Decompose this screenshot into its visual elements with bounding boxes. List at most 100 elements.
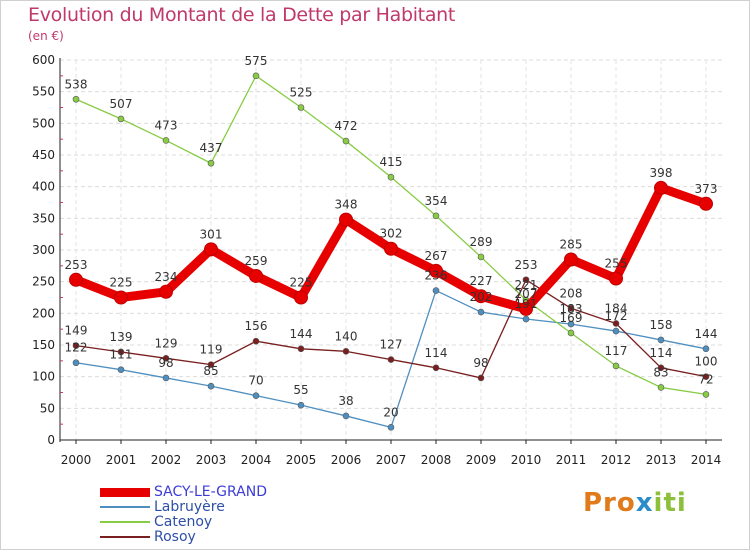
legend-swatch xyxy=(100,506,150,508)
chart-title: Evolution du Montant de la Dette par Hab… xyxy=(28,4,456,26)
data-point xyxy=(432,212,440,220)
data-point xyxy=(207,159,215,167)
data-point xyxy=(162,137,170,144)
data-label: 302 xyxy=(380,227,403,241)
legend-swatch xyxy=(100,521,150,523)
legend-label: SACY-LE-GRAND xyxy=(154,484,267,500)
x-tick-label: 2001 xyxy=(106,453,137,467)
data-point xyxy=(702,345,710,353)
legend-item: Rosoy xyxy=(100,529,360,545)
data-point xyxy=(612,327,620,335)
data-label: 139 xyxy=(110,330,133,344)
data-label: 507 xyxy=(110,97,133,111)
data-label: 114 xyxy=(425,346,448,360)
data-point xyxy=(249,268,263,283)
x-tick-label: 2005 xyxy=(286,453,317,467)
data-label: 72 xyxy=(698,372,713,386)
data-label: 140 xyxy=(335,329,358,343)
data-point xyxy=(432,287,440,294)
data-point xyxy=(567,304,575,312)
data-point xyxy=(702,373,710,380)
data-point xyxy=(657,336,665,344)
data-label: 191 xyxy=(515,297,538,311)
data-label: 70 xyxy=(248,374,263,388)
data-point xyxy=(567,329,575,337)
data-point xyxy=(72,342,80,349)
data-point xyxy=(162,374,170,382)
data-point xyxy=(207,361,215,368)
data-label: 373 xyxy=(695,182,718,196)
data-point xyxy=(567,320,575,328)
data-point xyxy=(387,424,395,431)
data-point xyxy=(159,284,173,299)
data-point xyxy=(204,242,218,257)
y-tick-label: 50 xyxy=(40,401,55,415)
data-label: 158 xyxy=(650,318,673,332)
y-tick-label: 550 xyxy=(32,85,55,99)
data-point xyxy=(474,289,488,304)
x-tick-label: 2014 xyxy=(691,453,722,467)
data-point xyxy=(654,180,668,195)
y-tick-label: 200 xyxy=(32,306,55,320)
data-label: 117 xyxy=(605,344,628,358)
x-tick-label: 2007 xyxy=(376,453,407,467)
data-label: 227 xyxy=(470,274,493,288)
data-point xyxy=(252,72,260,80)
data-label: 348 xyxy=(335,198,358,212)
data-label: 114 xyxy=(650,346,673,360)
data-label: 285 xyxy=(560,238,583,252)
data-point xyxy=(342,137,350,145)
data-label: 225 xyxy=(290,276,313,290)
data-point xyxy=(522,315,530,323)
proxiti-logo: Proxiti xyxy=(583,488,687,518)
y-tick-label: 150 xyxy=(32,338,55,352)
x-tick-label: 2013 xyxy=(646,453,677,467)
data-point xyxy=(297,401,305,409)
data-label: 267 xyxy=(425,249,448,263)
data-point xyxy=(72,95,80,103)
y-tick-label: 0 xyxy=(47,433,55,447)
data-point xyxy=(342,412,350,420)
legend-item: SACY-LE-GRAND xyxy=(100,484,360,500)
data-point xyxy=(387,356,395,363)
chart-legend: SACY-LE-GRAND Labruyère Catenoy Rosoy xyxy=(100,484,360,545)
data-label: 38 xyxy=(338,394,353,408)
x-tick-label: 2006 xyxy=(331,453,362,467)
data-label: 83 xyxy=(653,365,668,379)
x-tick-label: 2000 xyxy=(61,453,92,467)
data-point xyxy=(432,364,440,372)
data-label: 208 xyxy=(560,286,583,300)
data-label: 525 xyxy=(290,86,313,100)
data-label: 253 xyxy=(515,258,538,272)
data-point xyxy=(117,366,125,374)
data-point xyxy=(384,241,398,256)
legend-item: Labruyère xyxy=(100,499,360,515)
data-point xyxy=(522,276,530,284)
data-point xyxy=(252,392,260,399)
data-label: 354 xyxy=(425,194,448,208)
data-point xyxy=(72,359,80,367)
data-point xyxy=(207,382,215,390)
data-label: 207 xyxy=(515,287,538,301)
data-point xyxy=(612,362,620,370)
data-point xyxy=(387,173,395,181)
data-point xyxy=(477,253,485,261)
data-point xyxy=(477,308,485,316)
data-label: 253 xyxy=(65,258,88,272)
x-tick-label: 2004 xyxy=(241,453,272,467)
data-label: 234 xyxy=(155,270,178,284)
data-point xyxy=(339,212,353,227)
data-point xyxy=(114,290,128,305)
x-tick-label: 2012 xyxy=(601,453,632,467)
chart-subtitle: (en €) xyxy=(28,29,64,43)
data-point xyxy=(117,348,125,356)
data-label: 202 xyxy=(470,290,493,304)
y-tick-label: 400 xyxy=(32,180,55,194)
data-label: 127 xyxy=(380,338,403,352)
data-label: 236 xyxy=(425,269,448,283)
data-point xyxy=(699,196,713,211)
x-tick-label: 2011 xyxy=(556,453,587,467)
data-point xyxy=(564,252,578,267)
data-label: 415 xyxy=(380,155,403,169)
